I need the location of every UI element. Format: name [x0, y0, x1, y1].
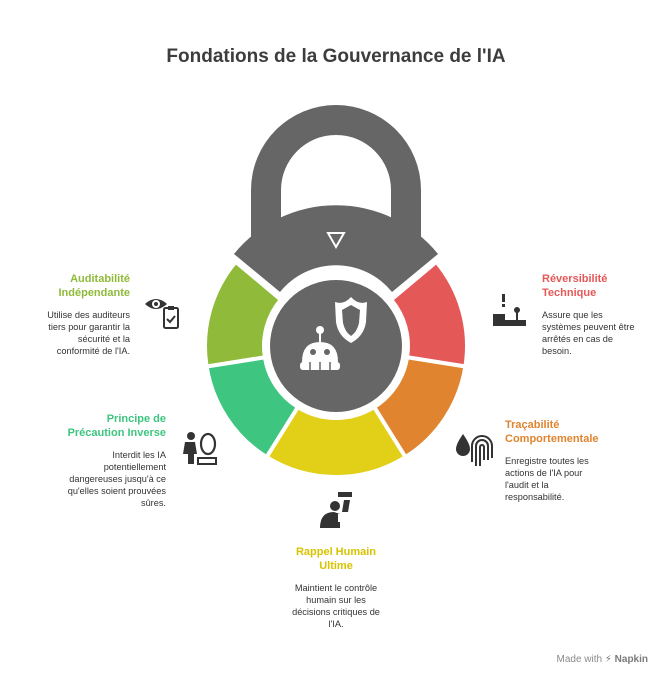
kill-switch-icon	[493, 294, 526, 326]
tracabilite-desc-line: Enregistre toutes les	[505, 456, 589, 466]
lock-shackle	[251, 105, 421, 240]
rappel-desc-line: Maintient le contrôle	[294, 583, 378, 593]
rappel-description: Maintient le contrôle humain sur les déc…	[256, 582, 416, 630]
auditabilite-desc-line: tiers pour garantir la	[48, 322, 130, 332]
footer: Made with ⚡ Napkin	[556, 654, 648, 665]
reversibilite-title: Réversibilité Technique	[542, 272, 662, 300]
reversibilite-desc-line: Assure que les	[542, 310, 603, 320]
page-title: Fondations de la Gouvernance de l'IA	[166, 46, 506, 67]
tracabilite-title-line: Traçabilité	[505, 419, 560, 431]
reversibilite-desc-line: systèmes peuvent être	[542, 322, 635, 332]
reversibilite-title-line: Technique	[542, 287, 597, 299]
rappel-desc-line: humain sur les	[306, 595, 366, 605]
person-egg-icon	[183, 432, 217, 465]
precaution-title-line: Principe de	[106, 413, 166, 425]
lock-center	[266, 276, 406, 416]
tracabilite-desc-line: responsabilité.	[505, 492, 565, 502]
robot-icon	[300, 326, 340, 370]
precaution-desc-line: qu'elles soient prouvées	[67, 486, 166, 496]
auditabilite-desc-line: Utilise des auditeurs	[47, 310, 130, 320]
napkin-logo-icon: ⚡	[604, 654, 612, 665]
drop-fingerprint-icon	[456, 434, 493, 466]
rappel-title-line: Rappel Humain	[295, 546, 377, 558]
ring-segment-auditabilite	[203, 258, 284, 369]
auditabilite-desc-line: sécurité et la	[77, 334, 130, 344]
precaution-desc-line: dangereuses jusqu'à ce	[69, 474, 166, 484]
precaution-desc-line: Interdit les IA	[112, 450, 166, 460]
tracabilite-description: Enregistre toutes les actions de l'IA po…	[505, 455, 635, 503]
reversibilite-title-line: Réversibilité	[542, 273, 608, 285]
precaution-title: Principe de Précaution Inverse	[20, 412, 166, 440]
made-with-label: Made with	[556, 654, 603, 665]
person-phone-icon	[320, 492, 352, 528]
rappel-title-line: Ultime	[319, 560, 353, 572]
rappel-desc-line: l'IA.	[328, 619, 344, 629]
reversibilite-desc-line: arrêtés en cas de	[542, 334, 613, 344]
auditabilite-desc-line: conformité de l'IA.	[56, 346, 130, 356]
tracabilite-desc-line: l'audit et la	[505, 480, 549, 490]
reversibilite-desc-line: besoin.	[542, 346, 572, 356]
triangle-down-icon	[326, 232, 346, 250]
precaution-desc-line: sûres.	[140, 498, 166, 508]
auditabilite-description: Utilise des auditeurs tiers pour garanti…	[10, 309, 130, 357]
brand-label: Napkin	[614, 654, 648, 665]
tracabilite-desc-line: actions de l'IA pour	[505, 468, 583, 478]
precaution-title-line: Précaution Inverse	[67, 427, 166, 439]
precaution-description: Interdit les IA potentiellement dangereu…	[20, 449, 166, 509]
reversibilite-description: Assure que les systèmes peuvent être arr…	[542, 309, 667, 357]
tracabilite-title-line: Comportementale	[505, 433, 599, 445]
auditabilite-title-line: Indépendante	[58, 287, 130, 299]
precaution-desc-line: potentiellement	[103, 462, 166, 472]
eye-clipboard-icon	[145, 299, 179, 329]
tracabilite-title: Traçabilité Comportementale	[505, 418, 635, 446]
auditabilite-title-line: Auditabilité	[70, 273, 130, 285]
rappel-title: Rappel Humain Ultime	[266, 545, 406, 573]
auditabilite-title: Auditabilité Indépendante	[20, 272, 130, 300]
rappel-desc-line: décisions critiques de	[292, 607, 380, 617]
